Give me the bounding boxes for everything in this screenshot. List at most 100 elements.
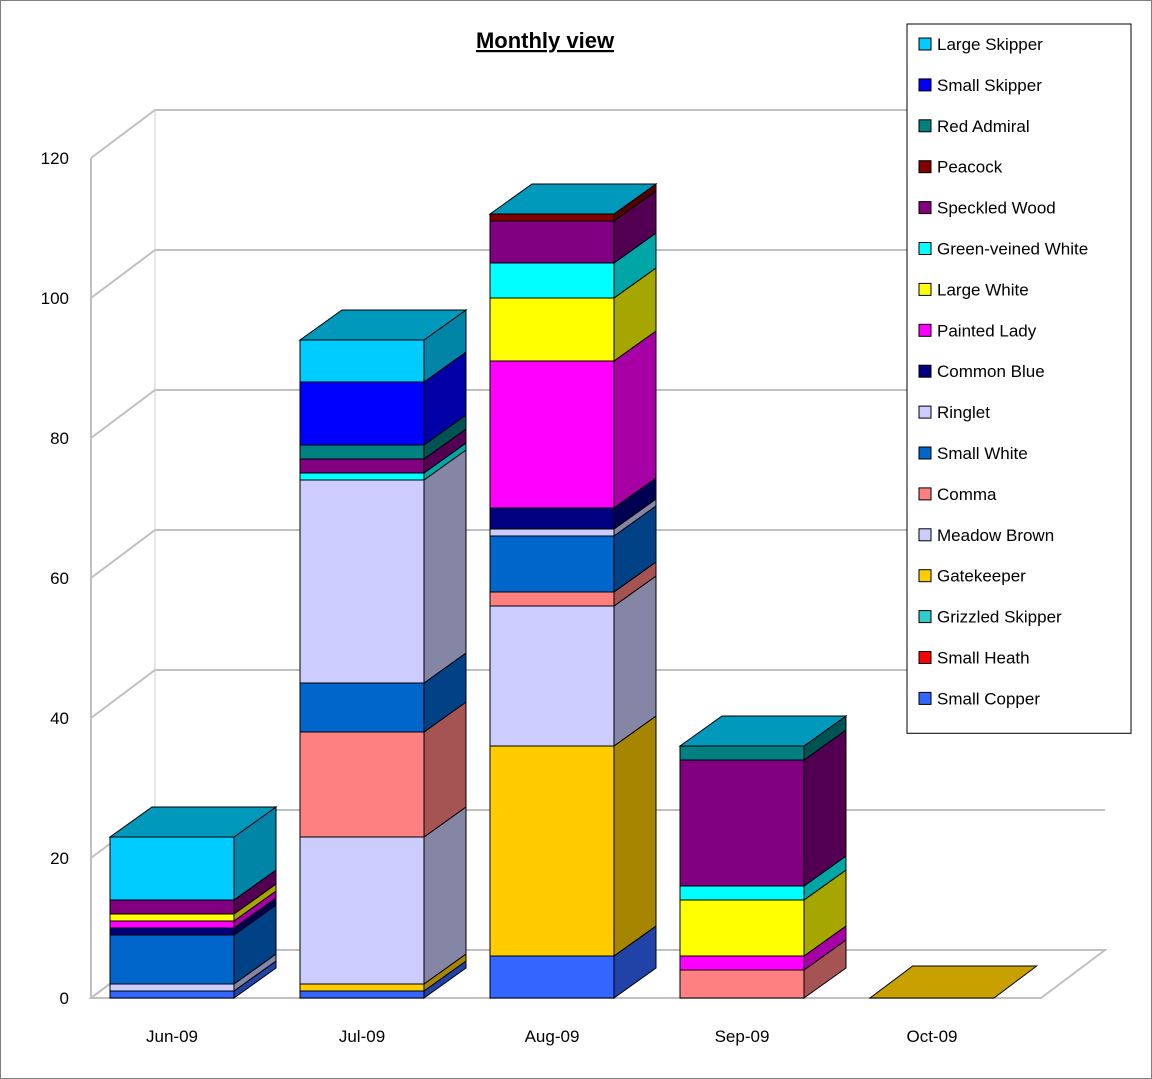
legend-label: Large Skipper (937, 35, 1043, 54)
legend-item-gatekeeper[interactable]: Gatekeeper (918, 567, 1026, 586)
bar-face (489, 605, 615, 747)
legend-swatch (918, 201, 932, 215)
bar-segment-aug-09-large-white (489, 267, 657, 362)
bar-segment-aug-09-speckled-wood (489, 190, 657, 264)
bar-face (679, 885, 805, 901)
bar-segment-jul-09-comma (299, 701, 467, 838)
gridline (90, 669, 1105, 719)
legend-item-common-blue[interactable]: Common Blue (918, 362, 1045, 381)
legend-swatch (918, 37, 932, 51)
legend-swatch (918, 446, 932, 460)
legend-label: Small White (937, 444, 1028, 463)
bar-face (299, 339, 425, 383)
bar-face (109, 983, 235, 992)
bar-face (299, 458, 425, 474)
legend-item-large-white[interactable]: Large White (918, 280, 1029, 299)
bar-face (489, 297, 615, 362)
legend-item-speckled-wood[interactable]: Speckled Wood (918, 199, 1056, 218)
x-axis-ticks: Jun-09 Jul-09 Aug-09 Sep-09 Oct-09 (146, 1027, 958, 1046)
bar-side (613, 715, 657, 957)
y-tick-label: 120 (41, 149, 69, 168)
legend-item-red-admiral[interactable]: Red Admiral (918, 117, 1030, 136)
bar-top (108, 806, 278, 838)
legend-label: Speckled Wood (937, 199, 1056, 218)
legend-item-ringlet[interactable]: Ringlet (918, 403, 990, 422)
bar-face (489, 507, 615, 530)
legend-swatch (918, 119, 932, 133)
legend-item-grizzled-skipper[interactable]: Grizzled Skipper (918, 608, 1062, 627)
bar-segment-sep-09-large-white (679, 869, 847, 957)
legend-item-small-copper[interactable]: Small Copper (918, 689, 1040, 708)
legend: Large Skipper Small Skipper Red Admiral Pea… (906, 23, 1132, 734)
bar-face (109, 899, 235, 915)
bar-top (678, 715, 848, 747)
bar-segment-aug-09-small-copper (489, 925, 657, 999)
bar-face (299, 983, 425, 992)
chart-bars (108, 183, 1039, 999)
bar-segment-aug-09-gatekeeper (489, 715, 657, 957)
legend-label: Gatekeeper (937, 567, 1026, 586)
x-tick-label: Oct-09 (906, 1027, 957, 1046)
bar-face (489, 262, 615, 299)
bar-face (299, 479, 425, 684)
bar-stack-aug-09 (488, 183, 658, 999)
legend-label: Small Skipper (937, 76, 1042, 95)
legend-item-large-skipper[interactable]: Large Skipper (918, 35, 1043, 54)
legend-item-green-veined-white[interactable]: Green-veined White (918, 240, 1088, 259)
bar-face (109, 927, 235, 936)
legend-item-peacock[interactable]: Peacock (918, 158, 1003, 177)
bar-segment-jul-09-small-skipper (299, 351, 467, 446)
bar-top (488, 183, 658, 215)
legend-swatch (918, 242, 932, 255)
bar-face (109, 836, 235, 901)
legend-label: Small Copper (937, 689, 1040, 708)
bar-side (423, 806, 467, 985)
bar-stack-jul-09 (298, 309, 468, 999)
legend-label: Small Heath (937, 649, 1030, 668)
bar-side (613, 330, 657, 509)
bar-segment-jul-09-meadow-brown (299, 806, 467, 985)
bar-face (489, 213, 615, 222)
legend-label: Meadow Brown (937, 526, 1054, 545)
legend-item-meadow-brown[interactable]: Meadow Brown (918, 526, 1054, 545)
bar-segment-aug-09-painted-lady (489, 330, 657, 509)
legend-label: Painted Lady (937, 321, 1037, 340)
legend-item-small-heath[interactable]: Small Heath (918, 649, 1030, 668)
bar-segment-jun-09-large-skipper (109, 806, 277, 901)
chart-title: Monthly view (476, 28, 615, 53)
y-tick-label: 0 (60, 989, 69, 1008)
legend-swatch (918, 78, 932, 92)
y-tick-label: 40 (50, 709, 69, 728)
bar-face (679, 759, 805, 887)
legend-item-small-white[interactable]: Small White (918, 444, 1028, 463)
x-tick-label: Aug-09 (525, 1027, 580, 1046)
bar-face (299, 444, 425, 460)
legend-swatch (918, 691, 932, 705)
legend-swatch (918, 528, 932, 542)
legend-swatch (918, 405, 932, 419)
bar-face (299, 836, 425, 985)
gridline (90, 529, 1105, 579)
legend-item-small-skipper[interactable]: Small Skipper (918, 76, 1042, 95)
bar-face (299, 731, 425, 838)
legend-label: Common Blue (937, 362, 1045, 381)
bar-side (423, 449, 467, 684)
legend-item-comma[interactable]: Comma (918, 485, 997, 504)
bar-face (489, 955, 615, 999)
legend-label: Red Admiral (937, 117, 1030, 136)
legend-swatch (918, 610, 932, 624)
bar-segment-sep-09-speckled-wood (679, 729, 847, 887)
legend-label: Green-veined White (937, 240, 1088, 259)
bar-face (489, 591, 615, 607)
bar-segment-sep-09-comma (679, 939, 847, 999)
legend-label: Comma (937, 485, 997, 504)
gridline (90, 249, 1105, 299)
bar-top (298, 309, 468, 341)
legend-item-painted-lady[interactable]: Painted Lady (918, 321, 1037, 340)
legend-swatch (918, 364, 932, 378)
legend-label: Large White (937, 280, 1029, 299)
y-tick-label: 80 (50, 429, 69, 448)
y-tick-label: 100 (41, 289, 69, 308)
